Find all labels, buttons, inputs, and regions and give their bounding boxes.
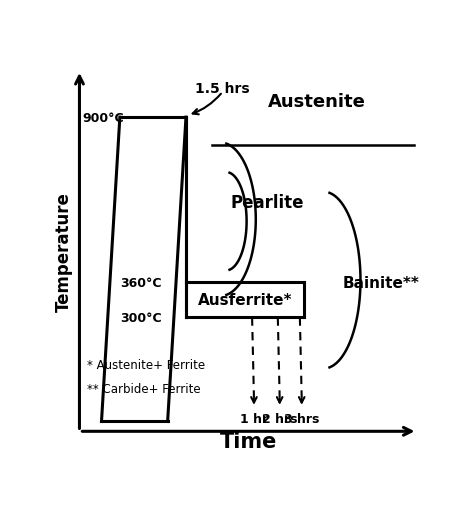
Text: Temperature: Temperature xyxy=(55,191,73,311)
Text: 900°C: 900°C xyxy=(82,111,124,124)
Text: Time: Time xyxy=(220,431,277,451)
Text: 3 hrs: 3 hrs xyxy=(284,412,319,425)
Text: Ausferrite*: Ausferrite* xyxy=(198,293,292,307)
Text: 360°C: 360°C xyxy=(120,276,162,289)
Text: Bainite**: Bainite** xyxy=(342,275,419,290)
Text: 300°C: 300°C xyxy=(120,312,162,324)
Text: * Austenite+ Ferrite: * Austenite+ Ferrite xyxy=(87,358,205,371)
Text: 1 hr: 1 hr xyxy=(240,412,268,425)
Text: 2 hrs: 2 hrs xyxy=(262,412,297,425)
Text: Pearlite: Pearlite xyxy=(230,193,303,211)
Text: Austenite: Austenite xyxy=(267,93,365,111)
Text: ** Carbide+ Ferrite: ** Carbide+ Ferrite xyxy=(87,382,201,395)
Text: 1.5 hrs: 1.5 hrs xyxy=(195,81,250,96)
